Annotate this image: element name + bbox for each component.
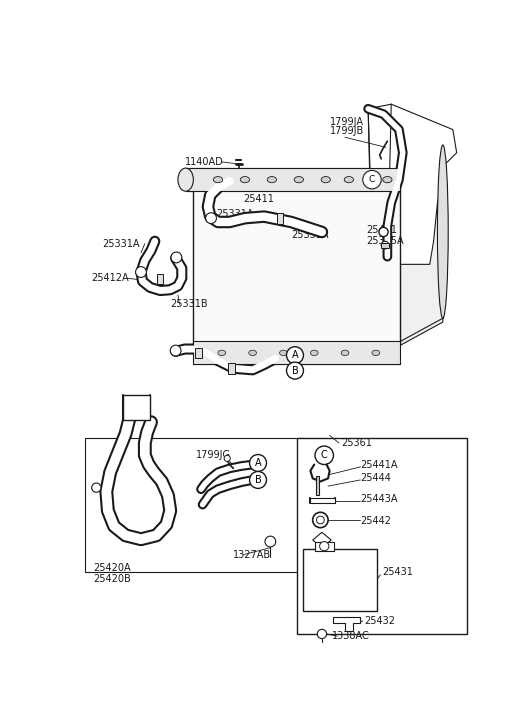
Ellipse shape <box>178 168 193 191</box>
Circle shape <box>265 536 276 547</box>
Bar <box>228 363 235 374</box>
Circle shape <box>171 252 182 262</box>
Ellipse shape <box>249 350 256 356</box>
Text: 25411: 25411 <box>243 194 275 204</box>
Circle shape <box>170 345 181 356</box>
Circle shape <box>315 446 334 465</box>
Ellipse shape <box>368 177 377 182</box>
Text: 1338AC: 1338AC <box>332 631 370 641</box>
Text: 1799JA: 1799JA <box>330 117 364 127</box>
Circle shape <box>379 228 388 236</box>
Ellipse shape <box>267 177 277 182</box>
Text: 25420A: 25420A <box>93 563 131 574</box>
Circle shape <box>250 454 267 472</box>
Circle shape <box>313 513 328 528</box>
Text: 25361: 25361 <box>341 438 372 448</box>
Bar <box>193 176 401 345</box>
Text: 25431: 25431 <box>382 567 413 577</box>
Text: B: B <box>292 366 298 376</box>
Text: A: A <box>292 350 298 360</box>
Bar <box>315 542 334 551</box>
Text: 25345A: 25345A <box>366 236 403 246</box>
Bar <box>193 342 401 364</box>
Polygon shape <box>313 532 331 547</box>
Bar <box>316 476 319 495</box>
Text: 25444: 25444 <box>360 473 392 483</box>
Bar <box>381 243 389 248</box>
Circle shape <box>363 170 381 189</box>
Text: A: A <box>255 458 261 468</box>
Text: 1799JG: 1799JG <box>196 449 231 459</box>
Circle shape <box>320 542 329 551</box>
Text: 25443A: 25443A <box>360 494 398 505</box>
Bar <box>297 438 467 634</box>
Bar <box>195 348 202 358</box>
Text: 25331A: 25331A <box>103 238 140 249</box>
Circle shape <box>287 347 303 364</box>
Text: 25420B: 25420B <box>93 574 131 584</box>
Polygon shape <box>334 617 360 631</box>
Bar <box>186 168 401 191</box>
Ellipse shape <box>213 177 222 182</box>
Ellipse shape <box>218 350 226 356</box>
Text: B: B <box>255 475 261 485</box>
Bar <box>303 549 377 611</box>
Ellipse shape <box>344 177 353 182</box>
Ellipse shape <box>321 177 330 182</box>
Bar <box>310 498 335 503</box>
Text: 25432: 25432 <box>364 616 395 626</box>
Circle shape <box>224 455 230 462</box>
Circle shape <box>381 241 389 249</box>
Circle shape <box>317 630 327 638</box>
Text: C: C <box>321 450 328 460</box>
Text: 25412A: 25412A <box>91 273 129 284</box>
Circle shape <box>92 483 101 492</box>
Ellipse shape <box>437 145 448 318</box>
Ellipse shape <box>294 177 303 182</box>
Text: 1140AD: 1140AD <box>185 157 223 167</box>
Text: 25441A: 25441A <box>360 459 398 470</box>
Text: 25451: 25451 <box>366 225 397 235</box>
Circle shape <box>206 213 217 223</box>
Circle shape <box>287 362 303 379</box>
Text: 1799JB: 1799JB <box>330 126 364 136</box>
Bar <box>277 213 282 223</box>
Text: 25331B: 25331B <box>170 300 208 310</box>
Circle shape <box>250 472 267 489</box>
Circle shape <box>317 516 324 524</box>
Text: 1327AB: 1327AB <box>234 550 271 561</box>
Ellipse shape <box>383 177 392 182</box>
Ellipse shape <box>240 177 250 182</box>
Ellipse shape <box>372 350 380 356</box>
Ellipse shape <box>310 350 318 356</box>
Bar <box>85 438 304 572</box>
Polygon shape <box>401 153 443 345</box>
Text: C: C <box>369 175 375 184</box>
Ellipse shape <box>280 350 287 356</box>
Ellipse shape <box>341 350 349 356</box>
Bar <box>157 274 163 284</box>
Bar <box>123 395 150 420</box>
Text: 25442: 25442 <box>360 515 392 526</box>
Circle shape <box>136 267 146 278</box>
Text: 25331A: 25331A <box>291 230 329 240</box>
Polygon shape <box>368 104 456 265</box>
Text: 25331A: 25331A <box>217 209 254 220</box>
